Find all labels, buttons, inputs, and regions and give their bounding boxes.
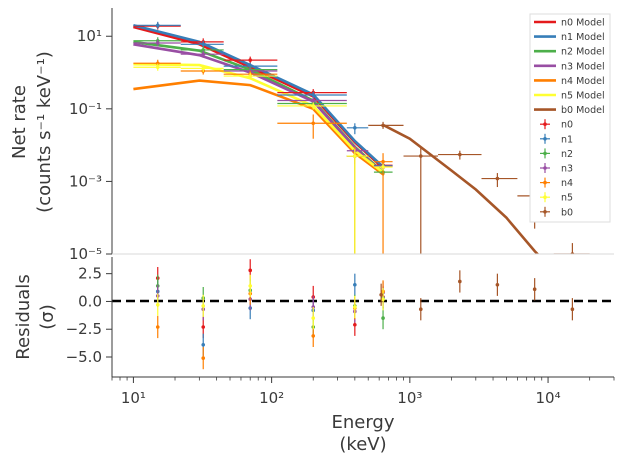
residual-n4 (201, 347, 206, 370)
residual-n1 (353, 273, 357, 296)
bottom-y-tick-label: 2.5 (78, 265, 102, 283)
model-line-n0-model (133, 25, 385, 170)
legend-label: n5 Model (561, 91, 605, 102)
data-point-b0 (438, 150, 482, 160)
bottom-y-tick-label: −2.5 (66, 320, 102, 338)
bottom-y-ticks: 2.5 0.0 −2.5 −5.0 (66, 265, 112, 366)
bottom-y-tick-label: −5.0 (66, 348, 102, 366)
top-y-axis-label-line1: Net rate (9, 85, 30, 159)
data-point-n3 (180, 50, 224, 58)
legend-frame (529, 13, 611, 223)
residual-b0 (418, 298, 423, 321)
legend-label: n0 (561, 120, 573, 131)
legend-label: n3 (561, 164, 573, 175)
residual-n4 (155, 315, 160, 339)
residual-n5 (248, 274, 253, 297)
data-point-n5 (133, 63, 181, 71)
data-point-n4 (346, 146, 369, 254)
legend-entry: n3 (540, 163, 573, 175)
residual-n5 (155, 293, 160, 316)
bottom-x-tick-label: 10⁴ (536, 389, 561, 407)
legend-entry: n2 Model (534, 47, 605, 58)
model-line-b0-model (383, 124, 540, 254)
model-line-n3-model (133, 43, 385, 175)
x-axis-label-line2: (keV) (339, 434, 386, 455)
legend-label: n4 (561, 178, 573, 189)
data-point-b0 (368, 121, 404, 129)
bottom-x-tick-label: 10¹ (121, 389, 146, 407)
legend-label: b0 Model (561, 105, 605, 116)
bottom-panel: 2.5 0.0 −2.5 −5.0 10¹ 10² 10³ 10⁴ Residuals (σ… (13, 257, 615, 455)
legend-label: n0 Model (561, 18, 605, 29)
legend: n0 Model n1 Model n2 Model n3 Model n4 Model… (529, 13, 611, 223)
residual-n5 (201, 294, 206, 317)
residual-points (155, 259, 575, 370)
data-point-b0 (403, 146, 439, 254)
legend-entry: n1 (540, 133, 573, 145)
data-point-n3 (133, 39, 181, 47)
residual-n5 (381, 288, 385, 311)
legend-label: b0 (561, 207, 573, 218)
legend-label: n5 (561, 193, 573, 204)
residual-n5 (311, 307, 316, 330)
bottom-y-axis-label-line2: (σ) (37, 304, 58, 329)
model-line-n2-model (133, 40, 385, 175)
model-line-n4-model (133, 79, 385, 177)
bottom-x-ticks: 10¹ 10² 10³ 10⁴ (111, 377, 615, 407)
data-point-n5 (346, 148, 369, 254)
residual-b0 (379, 283, 383, 306)
top-y-tick-label: 10¹ (77, 27, 102, 45)
legend-entry: n2 (540, 148, 573, 160)
top-model-lines (133, 24, 540, 254)
bottom-x-tick-label: 10² (259, 389, 284, 407)
legend-label: n1 Model (561, 32, 605, 43)
legend-entry: b0 Model (534, 105, 605, 116)
legend-entry: n0 Model (534, 18, 605, 29)
data-point-n1 (133, 21, 181, 29)
legend-entry: b0 (540, 206, 573, 218)
bottom-y-tick-label: 0.0 (78, 292, 102, 310)
legend-entry: n5 (540, 192, 573, 204)
legend-label: n2 (561, 149, 573, 160)
legend-label: n3 Model (561, 61, 605, 72)
data-point-n0 (223, 56, 278, 64)
bottom-x-tick-label: 10³ (397, 389, 422, 407)
top-panel: 10¹ 10⁻¹ 10⁻³ 10⁻⁵ Net rate (counts s⁻¹ keV… (9, 8, 614, 263)
legend-label: n4 Model (561, 76, 605, 87)
top-y-tick-label: 10⁻⁵ (69, 245, 102, 263)
residual-b0 (570, 298, 575, 321)
data-point-n5 (277, 102, 347, 110)
top-y-tick-label: 10⁻¹ (69, 100, 102, 118)
data-point-n5 (373, 163, 393, 171)
model-line-n5-model (133, 62, 385, 175)
legend-label: n2 Model (561, 47, 605, 58)
legend-entry: n4 Model (534, 76, 605, 87)
legend-label: n1 (561, 134, 573, 145)
data-point-n5 (180, 64, 224, 72)
data-point-n5 (223, 72, 278, 80)
top-y-axis-label-line2: (counts s⁻¹ keV⁻¹) (34, 51, 55, 213)
residual-b0 (532, 278, 537, 301)
data-point-b0 (481, 173, 518, 188)
data-point-n2 (346, 148, 369, 254)
legend-entry: n1 Model (534, 32, 605, 43)
residual-b0 (458, 270, 462, 293)
residual-n2 (381, 307, 385, 330)
legend-entry: n4 (540, 177, 573, 189)
residual-n5 (353, 295, 357, 319)
legend-entry: n5 Model (534, 91, 605, 102)
top-data-points (133, 21, 590, 254)
bottom-y-axis-label-line1: Residuals (13, 274, 34, 359)
model-line-n1-model (133, 24, 385, 169)
top-y-tick-label: 10⁻³ (69, 172, 102, 190)
x-axis-label-line1: Energy (331, 412, 394, 433)
legend-entry: n0 (540, 119, 573, 131)
residual-b0 (495, 273, 500, 296)
top-y-ticks: 10¹ 10⁻¹ 10⁻³ 10⁻⁵ (69, 27, 112, 263)
data-point-n1 (346, 123, 369, 135)
data-point-n4 (277, 114, 347, 139)
legend-entry: n3 Model (534, 61, 605, 72)
